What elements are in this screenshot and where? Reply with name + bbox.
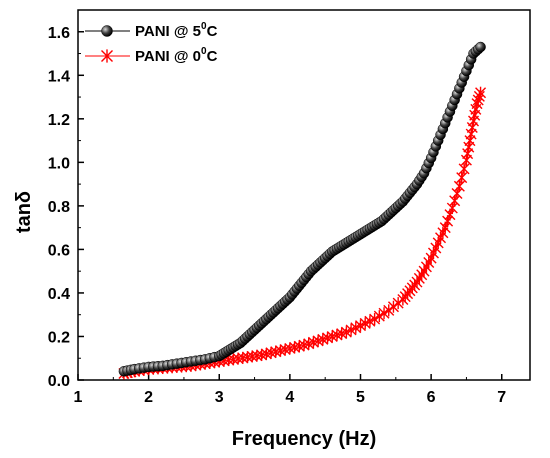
data-point [460,154,472,167]
x-tick-label: 6 [427,389,436,406]
y-tick-label: 0.6 [48,242,70,259]
y-tick-label: 0.0 [48,373,70,390]
legend-entry-0: PANI @ 50C [85,21,218,40]
data-point [463,141,475,154]
plot-area [77,9,531,381]
x-tick-label: 5 [356,389,365,406]
legend-label-main: PANI @ 0 [135,48,201,65]
series-line [123,46,481,372]
x-tick-label: 2 [144,389,153,406]
legend-label: PANI @ 50C [135,21,218,40]
data-series [118,41,487,380]
x-tick-label: 1 [74,389,83,406]
data-point [466,121,478,134]
series-0 [118,41,486,377]
y-tick-label: 0.8 [48,199,70,216]
data-point [453,180,465,193]
series-line [123,92,482,374]
legend: PANI @ 50C PANI @ 00C [85,21,218,65]
legend-label-tail: C [207,23,218,40]
x-tick-label: 4 [285,389,294,406]
legend-marker [101,49,113,63]
data-point [458,162,470,175]
legend-label-tail: C [207,48,218,65]
legend-label-main: PANI @ 5 [135,23,201,40]
data-point [475,41,486,53]
x-tick-label: 7 [497,389,506,406]
data-point [475,86,487,99]
data-point [465,128,477,141]
legend-entry-1: PANI @ 00C [85,46,218,65]
x-axis: 1 2 3 4 5 6 7 [74,374,506,406]
legend-marker [101,25,113,37]
y-tick-label: 0.2 [48,329,70,346]
data-point [101,25,113,37]
series-1 [118,86,487,380]
data-point [462,147,474,160]
y-tick-label: 1.2 [48,112,70,129]
y-tick-label: 1.0 [48,155,70,172]
data-point [464,134,476,147]
data-point [383,304,395,317]
data-point [387,300,399,313]
legend-label: PANI @ 00C [135,46,218,65]
y-axis: 0.0 0.2 0.4 0.6 0.8 1.0 1.2 1.4 1.6 [48,9,84,390]
x-axis-title: Frequency (Hz) [232,428,376,450]
legend-label-superscript: 0 [201,21,207,32]
y-tick-label: 1.4 [48,68,70,85]
y-axis-title: tanδ [13,191,35,233]
y-tick-label: 0.4 [48,286,70,303]
data-point [101,49,113,63]
legend-label-superscript: 0 [201,46,207,57]
x-tick-label: 3 [215,389,224,406]
data-point [456,171,468,184]
y-tick-label: 1.6 [48,25,70,42]
